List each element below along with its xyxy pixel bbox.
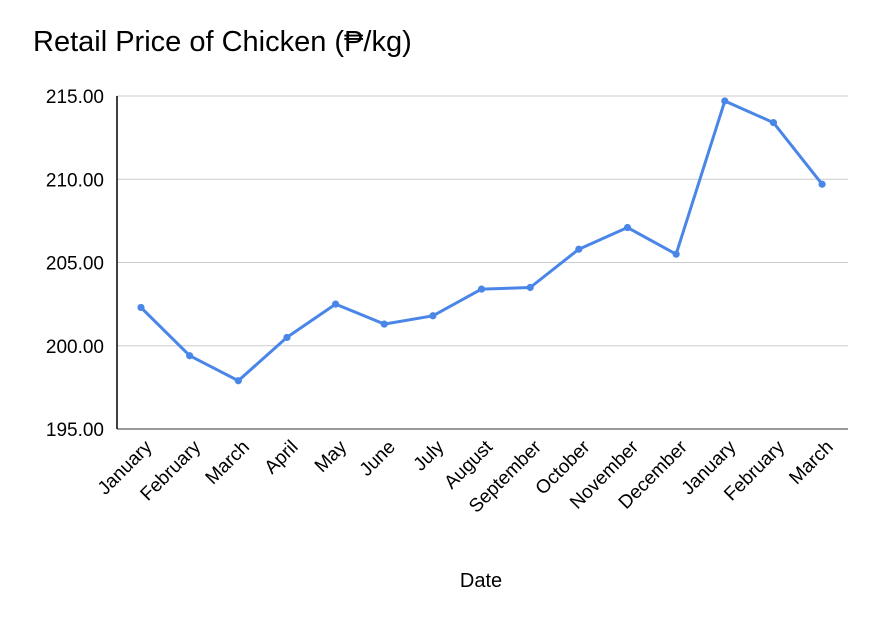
series-line: [139, 99, 824, 383]
data-point: [721, 97, 729, 105]
data-point: [332, 300, 340, 308]
series-layer: [137, 97, 826, 385]
data-point: [429, 312, 437, 320]
data-point: [137, 303, 145, 312]
data-point: [234, 377, 242, 385]
gridlines: [117, 95, 848, 347]
data-point: [818, 180, 826, 188]
y-tick-labels: 195.00 200.00 205.00 210.00 215.00: [46, 87, 104, 441]
x-tick-label: March: [785, 437, 837, 489]
y-tick-label: 215.00: [46, 87, 104, 108]
x-axis-title: Date: [460, 570, 502, 592]
x-tick-label: April: [261, 437, 303, 479]
data-point: [526, 283, 534, 292]
y-tick-label: 210.00: [46, 170, 104, 191]
axes: [116, 96, 848, 430]
data-point: [283, 333, 291, 342]
chart-title: Retail Price of Chicken (₱/kg): [33, 26, 412, 58]
data-point: [672, 250, 680, 258]
data-point: [575, 245, 583, 253]
data-point: [380, 320, 388, 328]
data-point: [186, 352, 194, 360]
data-point: [477, 285, 486, 293]
x-tick-label: June: [356, 437, 400, 481]
data-point: [623, 223, 632, 232]
y-tick-label: 205.00: [46, 254, 104, 275]
x-tick-label: May: [311, 436, 352, 477]
x-tick-label: March: [202, 437, 254, 489]
y-tick-label: 200.00: [46, 337, 104, 358]
y-tick-label: 195.00: [46, 420, 104, 441]
data-point: [769, 119, 778, 127]
x-tick-label: July: [410, 436, 449, 475]
